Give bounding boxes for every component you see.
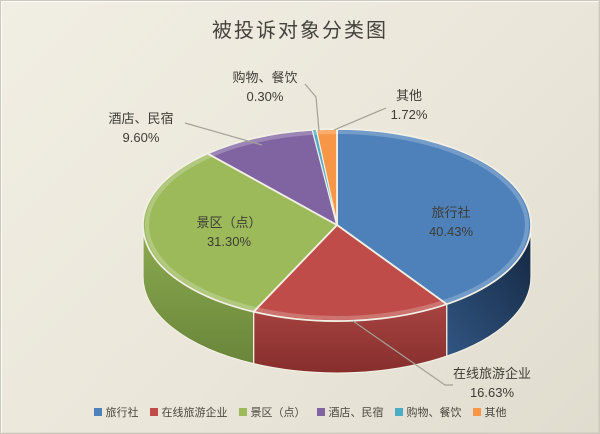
callout-label: 旅行社 (431, 205, 471, 220)
legend-item-hotel-bnb: 酒店、民宿 (316, 404, 384, 420)
pie-slice-hotel-bnb (206, 128, 338, 226)
legend-swatch (93, 408, 102, 416)
legend-label: 在线旅游企业 (161, 407, 228, 419)
callout-travel-agency: 旅行社 40.43% (429, 203, 473, 241)
legend-label: 旅行社 (105, 407, 139, 419)
legend-swatch (316, 408, 325, 416)
legend-item-shopping-dining: 购物、餐饮 (394, 404, 462, 420)
callout-label: 酒店、民宿 (108, 111, 174, 126)
legend-swatch (149, 408, 158, 416)
callout-scenic-area: 景区（点） 31.30% (196, 213, 261, 251)
callout-other: 其他 1.72% (391, 86, 428, 124)
legend-label: 其他 (484, 407, 507, 419)
pie-slice-online-travel (252, 224, 448, 322)
legend-item-travel-agency: 旅行社 (93, 404, 139, 420)
legend: 旅行社 在线旅游企业 景区（点） 酒店、民宿 购物、餐饮 其他 (1, 404, 599, 420)
pie-slice-shopping-dining (312, 129, 338, 226)
legend-item-other: 其他 (472, 404, 507, 420)
callout-value: 31.30% (206, 234, 252, 249)
legend-swatch (394, 408, 403, 416)
pie-slice-travel-agency (336, 128, 532, 306)
chart-title: 被投诉对象分类图 (212, 20, 388, 42)
callout-value: 40.43% (428, 224, 474, 239)
leader-online-travel (352, 320, 453, 386)
legend-swatch (238, 408, 247, 416)
pie-rim-highlight (145, 130, 529, 320)
callout-online-travel: 在线旅游企业 16.63% (453, 364, 531, 402)
callout-label: 在线旅游企业 (452, 366, 532, 381)
leader-hotel-bnb (184, 122, 263, 146)
callout-hotel-bnb: 酒店、民宿 9.60% (108, 109, 173, 147)
callout-value: 1.72% (390, 107, 428, 122)
leader-other (333, 107, 387, 131)
callout-label: 景区（点） (196, 215, 262, 230)
callout-shopping-dining: 购物、餐饮 0.30% (232, 68, 297, 106)
leader-shopping-dining (304, 83, 320, 132)
callout-value: 0.30% (246, 89, 284, 104)
callout-label: 其他 (395, 88, 422, 103)
callout-value: 9.60% (122, 130, 160, 145)
legend-item-scenic-area: 景区（点） (238, 404, 306, 420)
pie-slice-scenic-area (142, 152, 338, 313)
legend-label: 酒店、民宿 (328, 407, 384, 419)
legend-label: 购物、餐饮 (406, 407, 462, 419)
legend-label: 景区（点） (250, 407, 306, 419)
legend-swatch (472, 408, 481, 416)
legend-item-online-travel: 在线旅游企业 (149, 404, 228, 420)
callout-label: 购物、餐饮 (232, 70, 298, 85)
callout-value: 16.63% (469, 385, 515, 400)
